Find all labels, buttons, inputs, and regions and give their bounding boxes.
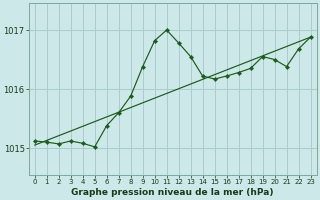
X-axis label: Graphe pression niveau de la mer (hPa): Graphe pression niveau de la mer (hPa): [71, 188, 274, 197]
